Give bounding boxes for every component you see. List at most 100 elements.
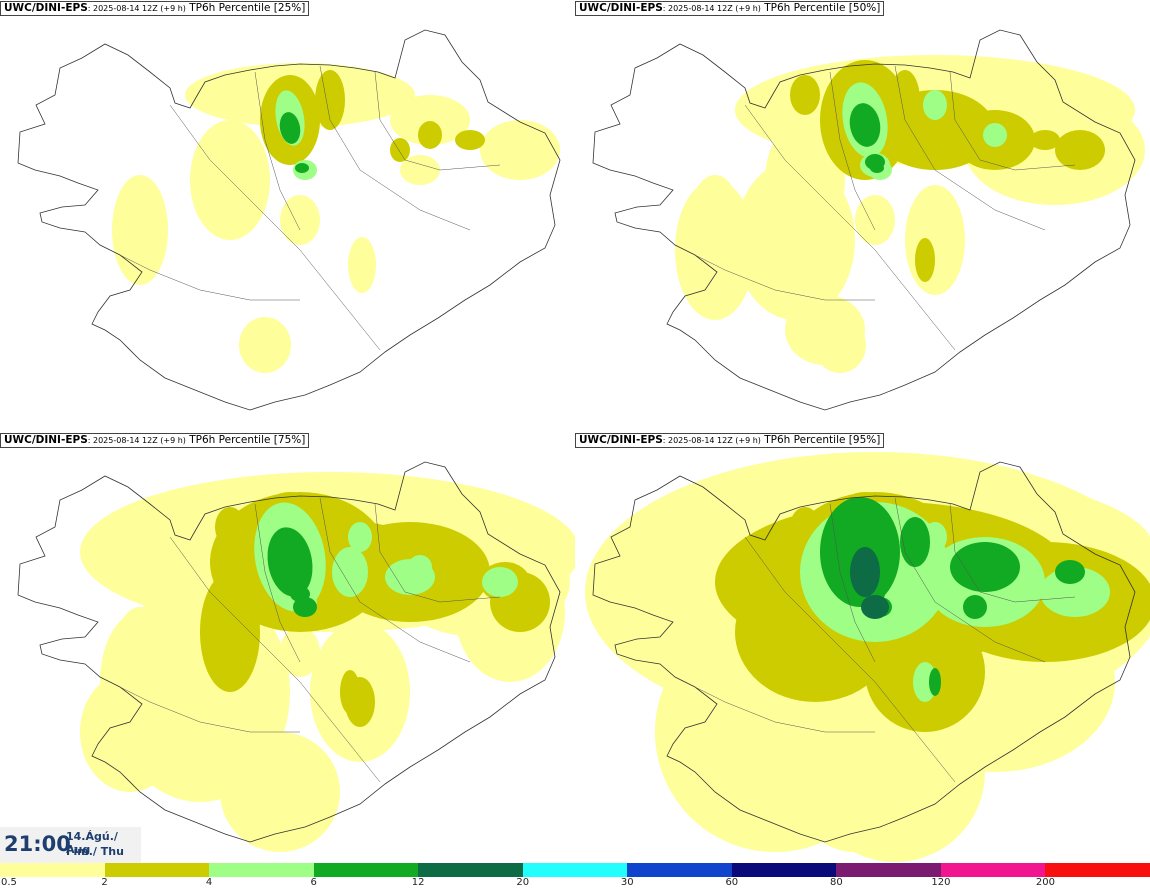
precip-area (200, 572, 260, 692)
map-panel-p25: UWC/DINI-EPS: 2025-08-14 12Z (+9 h) TP6h… (0, 0, 575, 430)
panel-title: UWC/DINI-EPS: 2025-08-14 12Z (+9 h) TP6h… (0, 1, 310, 16)
region-boundary (894, 65, 1046, 231)
legend-swatch (627, 863, 732, 877)
model-name: UWC/DINI-EPS (4, 2, 88, 14)
precip-area (295, 163, 309, 173)
legend-swatch (418, 863, 523, 877)
region-boundary (694, 254, 875, 301)
legend-tick-label: 4 (205, 877, 213, 888)
valid-time-box: 21:00 14.Ágú./ Aug Fim./ Thu (0, 827, 141, 863)
precip-layer (80, 472, 575, 852)
precip-area (348, 522, 372, 552)
legend-tick-label: 6 (310, 877, 317, 888)
precip-area (950, 542, 1020, 592)
precip-map (592, 29, 1145, 411)
region-boundary (694, 686, 875, 733)
region-boundary (254, 71, 301, 231)
init-time: : 2025-08-14 12Z (+9 h) (662, 4, 761, 13)
valid-date: 14.Ágú./ Aug (66, 830, 118, 856)
precip-area (280, 195, 320, 245)
precip-layer (112, 63, 560, 373)
region-boundary (829, 503, 876, 663)
precip-area (418, 121, 442, 149)
coastline (592, 461, 1136, 843)
region-boundary (169, 104, 381, 351)
region-boundary (254, 503, 301, 663)
precip-area (1040, 567, 1110, 617)
region-boundary (119, 254, 300, 301)
precip-area (675, 180, 755, 320)
region-boundary (374, 503, 501, 603)
init-time: : 2025-08-14 12Z (+9 h) (87, 436, 186, 445)
precip-area (455, 130, 485, 150)
precip-area (923, 90, 947, 120)
legend-tick-label: 60 (725, 877, 739, 888)
panel-title: UWC/DINI-EPS: 2025-08-14 12Z (+9 h) TP6h… (0, 433, 310, 448)
legend-tick-label: 0.5 (1, 877, 17, 888)
precip-area (900, 517, 930, 567)
precip-map (17, 29, 561, 411)
model-name: UWC/DINI-EPS (4, 434, 88, 446)
legend-swatch (522, 863, 628, 877)
precip-area (280, 627, 320, 677)
model-name: UWC/DINI-EPS (579, 2, 663, 14)
precip-area (861, 595, 889, 619)
init-time: : 2025-08-14 12Z (+9 h) (87, 4, 186, 13)
precip-area (267, 527, 313, 597)
coastline (17, 29, 561, 411)
coastline (17, 461, 561, 843)
precip-area (865, 154, 885, 170)
precip-area (390, 95, 470, 145)
field-label: TP6h Percentile [75%] (185, 434, 306, 446)
legend-swatch (104, 863, 210, 877)
precip-map (585, 452, 1150, 862)
region-boundary (744, 104, 956, 351)
region-boundary (949, 71, 1076, 171)
region-boundary (949, 503, 1076, 603)
valid-day: Fim./ Thu (66, 845, 124, 858)
precip-area (785, 295, 865, 365)
precip-area (482, 567, 518, 597)
valid-time: 21:00 (4, 832, 71, 856)
field-label: TP6h Percentile [95%] (760, 434, 881, 446)
map-panel-p50: UWC/DINI-EPS: 2025-08-14 12Z (+9 h) TP6h… (575, 0, 1150, 430)
legend-swatch (1045, 863, 1150, 877)
legend-tick-label: 30 (620, 877, 634, 888)
precip-area (348, 237, 376, 293)
precip-area (279, 112, 301, 144)
region-boundary (744, 536, 956, 783)
precip-area (905, 185, 965, 295)
legend-tick-label: 80 (829, 877, 843, 888)
precip-area (80, 672, 180, 792)
region-boundary (319, 497, 471, 663)
precip-area (915, 238, 935, 282)
precip-area (315, 70, 345, 130)
precip-map (17, 461, 575, 852)
legend-swatch (209, 863, 314, 877)
legend-swatch (836, 863, 941, 877)
legend-tick-label: 12 (411, 877, 425, 888)
precip-area (790, 75, 820, 115)
precip-area (112, 175, 168, 285)
precip-area (345, 677, 375, 727)
map-panel-p95: UWC/DINI-EPS: 2025-08-14 12Z (+9 h) TP6h… (575, 432, 1150, 862)
precip-area (855, 195, 895, 245)
precip-area (385, 559, 435, 595)
field-label: TP6h Percentile [25%] (185, 2, 306, 14)
precip-area (293, 597, 317, 617)
model-name: UWC/DINI-EPS (579, 434, 663, 446)
precip-area (850, 547, 880, 597)
panel-title: UWC/DINI-EPS: 2025-08-14 12Z (+9 h) TP6h… (575, 433, 885, 448)
precip-area (400, 155, 440, 185)
precip-layer (675, 55, 1145, 373)
legend-swatch (0, 863, 105, 877)
precip-area (480, 120, 560, 180)
legend-swatch (313, 863, 419, 877)
legend-tick-label: 200 (1035, 877, 1055, 888)
legend-tick-label: 120 (931, 877, 951, 888)
region-boundary (169, 536, 381, 783)
precip-area (983, 123, 1007, 147)
legend-swatch (731, 863, 837, 877)
precip-area (1055, 560, 1085, 584)
color-legend (0, 863, 1150, 877)
